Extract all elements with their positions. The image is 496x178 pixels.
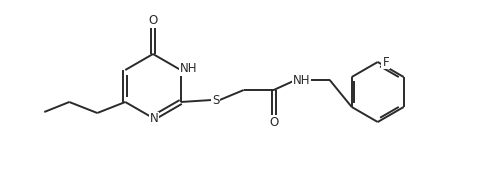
Text: O: O [269,116,278,130]
Text: F: F [382,56,389,69]
Text: O: O [148,14,158,27]
Text: S: S [212,93,219,106]
Text: NH: NH [293,74,310,87]
Text: NH: NH [180,62,197,75]
Text: N: N [150,112,158,125]
